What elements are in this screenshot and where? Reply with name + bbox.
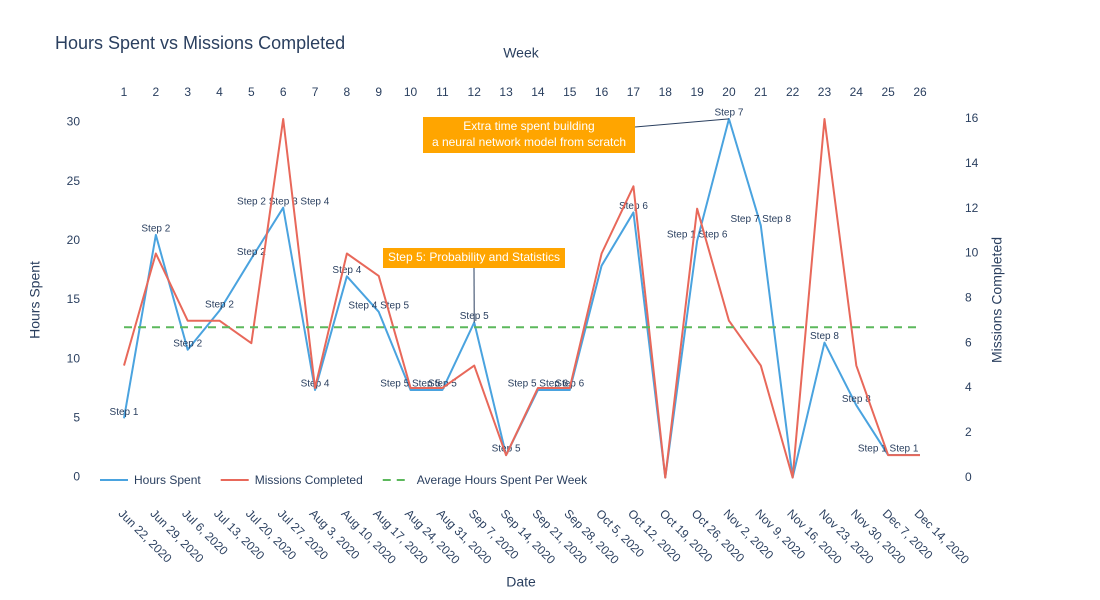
x2-tick-label: 2 (152, 85, 159, 99)
y2-tick-label: 8 (965, 290, 972, 304)
point-label: Step 1 (110, 407, 139, 418)
annotation-text: a neural network model from scratch (432, 135, 626, 149)
x2-tick-label: 14 (531, 85, 545, 99)
point-label: Step 5 Step 5 (380, 379, 441, 390)
point-label: Step 7 (714, 108, 743, 119)
y-tick-label: 10 (67, 351, 81, 365)
point-label: Step 1 Step 1 (858, 444, 919, 455)
y2-tick-label: 14 (965, 156, 979, 170)
x2-tick-label: 8 (344, 85, 351, 99)
x2-tick-label: 18 (659, 85, 673, 99)
series-line (123, 118, 920, 479)
x2-tick-label: 22 (786, 85, 800, 99)
x2-tick-label: 25 (881, 85, 895, 99)
y2-tick-label: 16 (965, 111, 979, 125)
annotation-arrow (634, 118, 730, 128)
x2-tick-label: 1 (121, 85, 128, 99)
x2-tick-label: 12 (468, 85, 482, 99)
point-label: Step 8 (810, 331, 839, 342)
x2-tick-label: 11 (436, 85, 449, 99)
x2-tick-label: 10 (404, 85, 418, 99)
annotation-text: Step 5: Probability and Statistics (388, 250, 560, 264)
legend-label: Average Hours Spent Per Week (417, 473, 588, 487)
x2-tick-label: 26 (913, 85, 927, 99)
x2-tick-label: 5 (248, 85, 255, 99)
point-label: Step 2 (141, 224, 170, 235)
x2-tick-label: 13 (499, 85, 513, 99)
x2-tick-label: 15 (563, 85, 577, 99)
point-label: Step 4 Step 5 (348, 300, 409, 311)
y-tick-label: 5 (73, 411, 80, 425)
point-label: Step 6 (619, 201, 648, 212)
y2-tick-label: 10 (965, 246, 979, 260)
point-label: Step 5 (428, 379, 457, 390)
x2-tick-label: 19 (690, 85, 704, 99)
annotation-box (423, 117, 635, 153)
point-label: Step 5 Step 6 (508, 379, 569, 390)
x2-tick-label: 21 (754, 85, 768, 99)
annotation-box (383, 248, 565, 268)
x2-tick-label: 24 (850, 85, 864, 99)
y2-tick-label: 12 (965, 201, 979, 215)
x2-tick-label: 23 (818, 85, 832, 99)
x2-axis-title: Week (503, 45, 540, 61)
y-tick-label: 15 (67, 292, 81, 306)
y-tick-label: 0 (73, 470, 80, 484)
y2-tick-label: 6 (965, 335, 972, 349)
x2-tick-label: 20 (722, 85, 736, 99)
point-label: Step 2 (173, 338, 202, 349)
y2-tick-label: 0 (965, 470, 972, 484)
point-label: Step 2 (205, 299, 234, 310)
x2-tick-label: 4 (216, 85, 223, 99)
y-tick-label: 30 (67, 115, 81, 129)
y2-axis-title: Missions Completed (989, 237, 1005, 363)
chart-title: Hours Spent vs Missions Completed (55, 33, 345, 53)
x2-tick-label: 9 (375, 85, 382, 99)
x2-tick-label: 17 (627, 85, 641, 99)
y-axis-title: Hours Spent (27, 261, 43, 339)
y-tick-label: 25 (67, 174, 81, 188)
point-label: Step 8 (842, 394, 871, 405)
y2-tick-label: 4 (965, 380, 972, 394)
point-label: Step 7 Step 8 (730, 214, 791, 225)
legend-label: Hours Spent (134, 473, 201, 487)
legend-label: Missions Completed (255, 473, 363, 487)
x2-tick-label: 3 (184, 85, 191, 99)
x2-tick-label: 7 (312, 85, 319, 99)
point-label: Step 2 (237, 247, 266, 258)
x-axis-title: Date (506, 574, 536, 590)
y-tick-label: 20 (67, 233, 81, 247)
y2-tick-label: 2 (965, 425, 972, 439)
point-label: Step 4 (332, 265, 361, 276)
point-label: Step 1 Step 6 (667, 229, 728, 240)
x2-tick-label: 6 (280, 85, 287, 99)
point-label: Step 5 (492, 444, 521, 455)
point-label: Step 2 Step 3 Step 4 (237, 196, 330, 207)
annotation-text: Extra time spent building (463, 119, 594, 133)
x2-tick-label: 16 (595, 85, 609, 99)
